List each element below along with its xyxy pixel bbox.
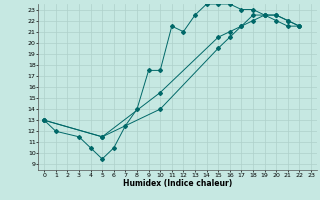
X-axis label: Humidex (Indice chaleur): Humidex (Indice chaleur) bbox=[123, 179, 232, 188]
